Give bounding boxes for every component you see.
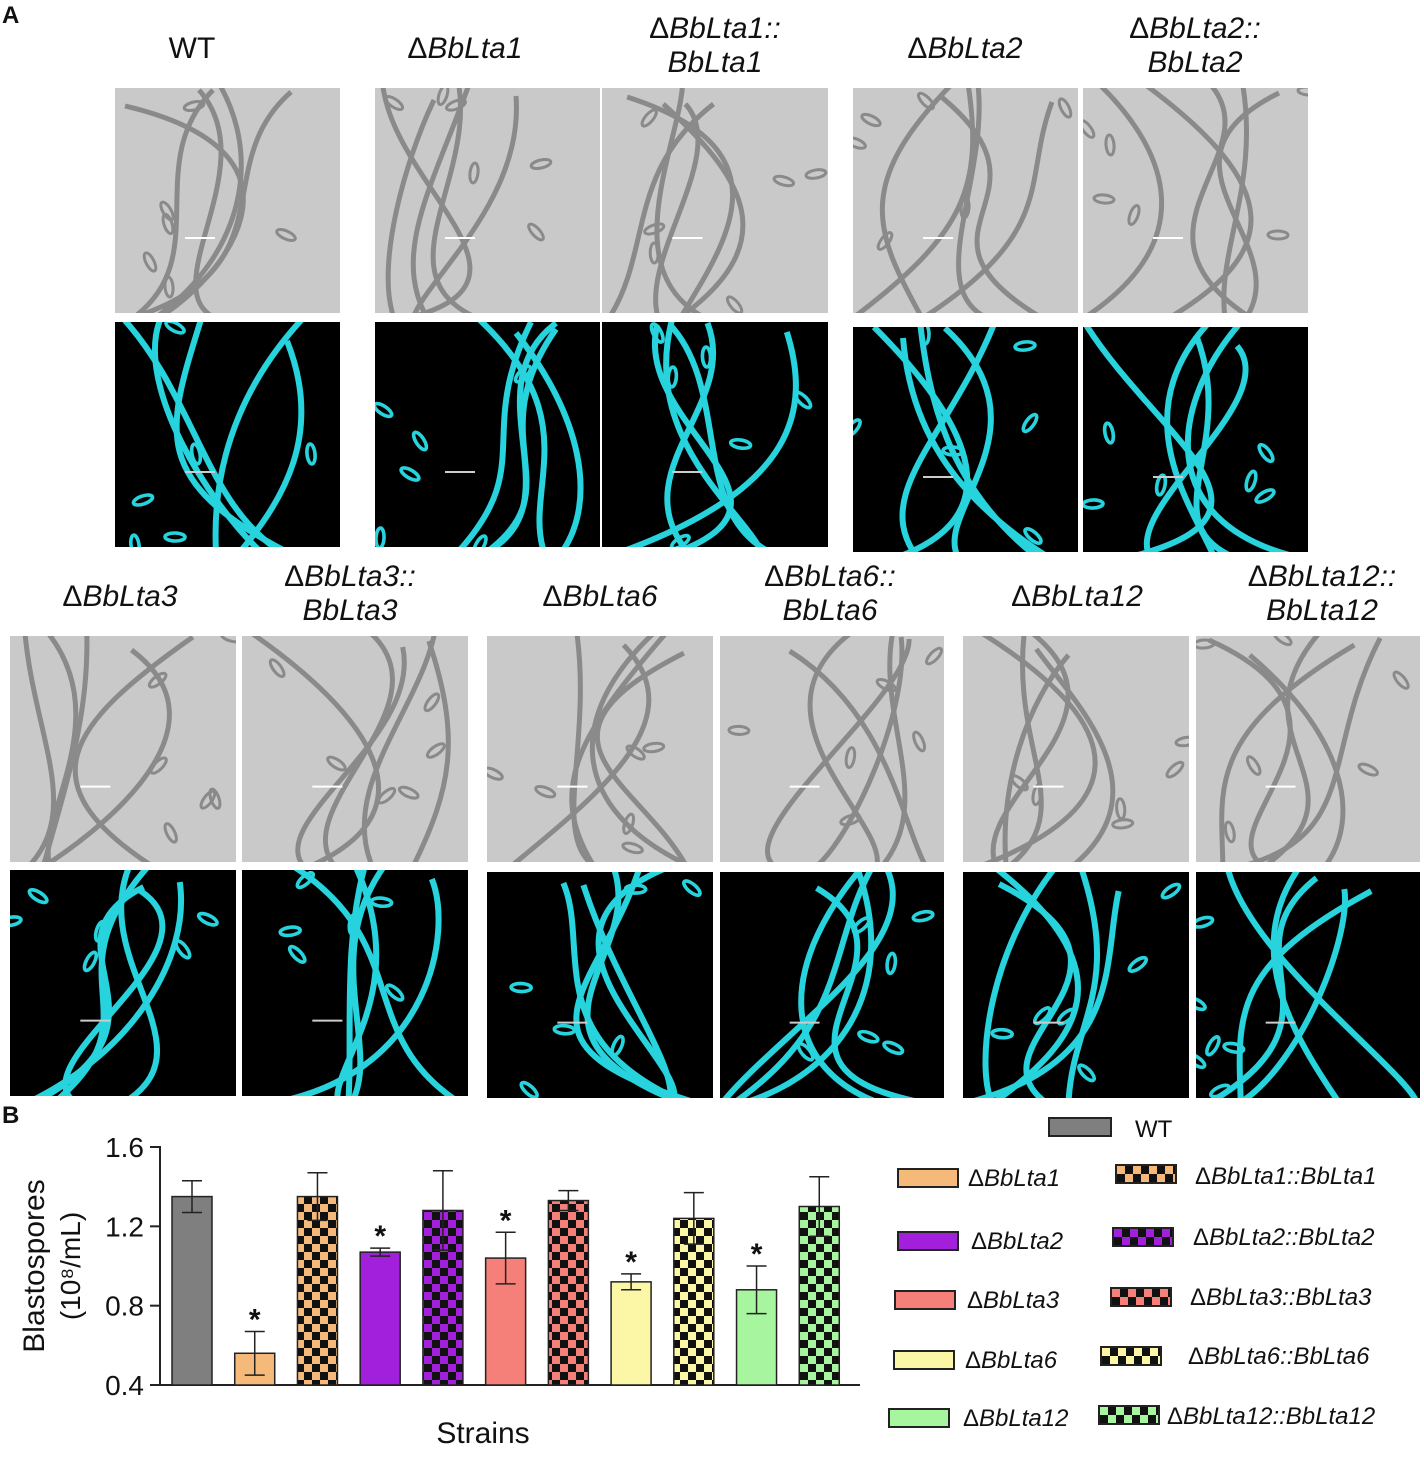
x-axis-label: Strains (436, 1417, 529, 1450)
strain-title: ΔBbLta1 (407, 32, 523, 65)
legend-swatch (893, 1350, 955, 1370)
panel-a-label: A (2, 2, 20, 29)
legend-label: ΔBbLta1 (968, 1165, 1061, 1192)
brightfield-image (963, 636, 1189, 862)
fluorescence-image (963, 872, 1189, 1098)
significance-mark: * (625, 1246, 637, 1279)
bar (359, 1251, 401, 1386)
legend-swatch (1115, 1164, 1177, 1184)
legend-label: ΔBbLta2::BbLta2 (1193, 1224, 1375, 1251)
y-tick-label: 0.4 (105, 1370, 144, 1401)
bar (547, 1199, 590, 1386)
strain-title: ΔBbLta3 (62, 580, 178, 613)
brightfield-image (242, 636, 468, 862)
strain-title: ΔBbLta12 (1011, 580, 1143, 613)
brightfield-image (853, 88, 1078, 313)
fluorescence-image (487, 872, 713, 1098)
brightfield-image (115, 88, 340, 313)
legend-label: ΔBbLta6 (965, 1347, 1058, 1374)
brightfield-image (1196, 636, 1420, 862)
legend-label: WT (1135, 1116, 1173, 1143)
y-tick-label: 1.6 (105, 1132, 144, 1163)
strain-title: ΔBbLta6:: BbLta6 (764, 560, 896, 627)
brightfield-image (720, 636, 944, 862)
legend-swatch (888, 1408, 950, 1428)
y-tick-label: 1.2 (105, 1211, 144, 1242)
legend-label: ΔBbLta1::BbLta1 (1195, 1163, 1377, 1190)
brightfield-image (1083, 88, 1308, 313)
fluorescence-image (115, 322, 340, 547)
legend-label: ΔBbLta6::BbLta6 (1188, 1343, 1370, 1370)
significance-mark: * (751, 1238, 763, 1271)
legend-label: ΔBbLta12 (963, 1405, 1069, 1432)
strain-title: ΔBbLta6 (542, 580, 658, 613)
significance-mark: * (374, 1220, 386, 1253)
legend-swatch (1048, 1117, 1112, 1137)
legend-label: ΔBbLta12::BbLta12 (1167, 1403, 1376, 1430)
legend-swatch (897, 1168, 959, 1188)
legend-swatch (1112, 1227, 1174, 1247)
brightfield-image (487, 636, 713, 862)
strain-title: ΔBbLta2:: BbLta2 (1129, 12, 1261, 79)
bar (171, 1195, 213, 1386)
strain-title: ΔBbLta1:: BbLta1 (649, 12, 781, 79)
fluorescence-image (10, 870, 236, 1096)
strain-title: ΔBbLta12:: BbLta12 (1247, 560, 1397, 627)
panel-b-label: B (2, 1102, 20, 1129)
brightfield-image (375, 88, 600, 313)
legend-swatch (897, 1231, 959, 1251)
fluorescence-image (1083, 327, 1308, 552)
significance-mark: * (500, 1204, 512, 1237)
fluorescence-image (375, 322, 600, 547)
brightfield-image (10, 636, 236, 862)
fluorescence-image (1196, 872, 1420, 1098)
y-axis-label: Blastospores (18, 1179, 51, 1352)
bar (610, 1281, 652, 1386)
y-axis-unit: (10⁸/mL) (55, 1212, 86, 1320)
legend-label: ΔBbLta2 (971, 1228, 1064, 1255)
legend-swatch (894, 1290, 956, 1310)
strain-title: WT (168, 32, 216, 65)
strain-title: ΔBbLta2 (907, 32, 1023, 65)
fluorescence-image (853, 327, 1078, 552)
strain-title: ΔBbLta3:: BbLta3 (284, 560, 416, 627)
fluorescence-image (242, 870, 468, 1096)
bar (798, 1205, 841, 1386)
y-tick-label: 0.8 (105, 1291, 144, 1322)
legend-label: ΔBbLta3::BbLta3 (1190, 1284, 1372, 1311)
blastospores-bar-chart: 0.4 0.8 1.2 1.6 Blastospores (10⁸/mL) Strains *… (18, 1132, 860, 1450)
legend-swatch (1098, 1405, 1160, 1425)
significance-mark: * (249, 1303, 261, 1336)
brightfield-image (602, 88, 828, 313)
bar (296, 1195, 339, 1386)
legend-swatch (1100, 1346, 1162, 1366)
fluorescence-image (602, 322, 828, 547)
legend-label: ΔBbLta3 (967, 1287, 1060, 1314)
fluorescence-image (720, 872, 944, 1098)
legend-swatch (1110, 1287, 1172, 1307)
